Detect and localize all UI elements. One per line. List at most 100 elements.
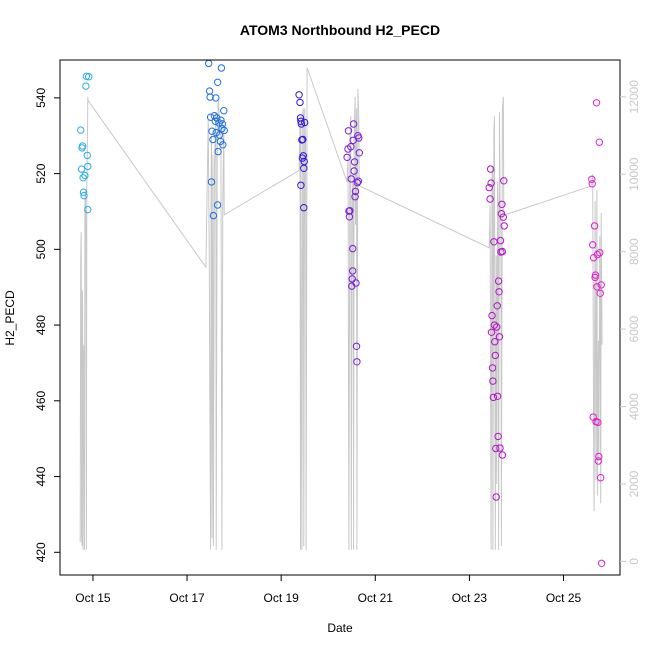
y2-tick-label: 0 (627, 558, 641, 565)
data-point (485, 183, 493, 192)
data-point (498, 451, 507, 459)
data-point (79, 174, 87, 182)
series-4 (343, 120, 363, 366)
data-point (79, 188, 88, 196)
x-tick-label: Oct 25 (546, 591, 582, 605)
data-point (297, 117, 305, 126)
data-point (488, 364, 497, 372)
data-point (297, 181, 305, 190)
series-6 (588, 99, 606, 567)
data-point (500, 177, 508, 185)
data-point (499, 213, 507, 221)
data-point (350, 158, 359, 166)
x-tick-label: Oct 21 (358, 591, 394, 605)
data-point (352, 342, 361, 350)
series-5 (485, 165, 508, 501)
data-point (301, 118, 309, 127)
data-point (489, 393, 498, 402)
data-point (597, 559, 606, 567)
data-point (295, 91, 303, 99)
data-point (347, 143, 355, 151)
data-point (296, 98, 304, 107)
data-point (588, 180, 596, 188)
data-point (496, 236, 505, 245)
data-point (352, 279, 360, 287)
data-point (85, 73, 93, 81)
y2-tick-label: 8000 (627, 238, 641, 265)
data-point (351, 187, 360, 196)
y-axis: 420 440 460 480 500 520 540 (34, 88, 60, 562)
data-point (213, 78, 222, 87)
y-tick-label: 420 (34, 542, 48, 562)
data-point (491, 338, 499, 346)
data-point (353, 179, 362, 187)
data-point (595, 138, 603, 146)
data-point (218, 124, 226, 133)
data-point (349, 120, 358, 128)
data-point (299, 152, 307, 160)
data-point (595, 452, 603, 461)
data-points-layer (77, 59, 606, 567)
data-point (300, 204, 308, 212)
data-point (488, 311, 496, 320)
data-point (498, 200, 506, 209)
x-tick-label: Oct 19 (263, 591, 299, 605)
data-point (498, 247, 507, 256)
data-point (209, 211, 218, 220)
data-point (219, 141, 227, 149)
data-point (353, 358, 361, 366)
data-point (487, 179, 495, 187)
y2-axis: 0 2000 4000 6000 8000 10000 12000 (620, 80, 641, 565)
data-point (207, 178, 216, 186)
data-point (495, 333, 504, 341)
data-point (343, 153, 351, 162)
data-point (496, 444, 504, 452)
data-point (489, 377, 497, 385)
data-point (77, 165, 86, 173)
data-point (597, 474, 605, 482)
data-point (594, 418, 602, 427)
data-point (213, 201, 222, 209)
series-2 (205, 59, 228, 220)
data-point (596, 249, 604, 257)
data-point (346, 207, 354, 215)
series-1 (77, 72, 93, 214)
data-point (77, 126, 85, 134)
data-point (220, 107, 228, 115)
x-tick-label: Oct 15 (75, 591, 111, 605)
data-point (490, 321, 499, 329)
y-tick-label: 460 (34, 390, 48, 410)
data-point (494, 432, 502, 441)
data-point (597, 281, 605, 289)
data-point (493, 302, 501, 310)
plot-frame (59, 59, 621, 576)
data-point (491, 351, 499, 360)
data-point (211, 117, 220, 126)
data-point (209, 135, 217, 144)
data-point (212, 94, 220, 102)
y2-tick-label: 12000 (627, 80, 641, 114)
data-point (355, 134, 363, 142)
data-point (206, 93, 214, 101)
data-point (594, 457, 603, 465)
data-point (593, 283, 601, 291)
data-point (492, 493, 500, 501)
x-axis-label: Date (327, 621, 353, 635)
data-point (592, 99, 601, 107)
y-axis-label: H2_PECD (3, 290, 17, 346)
data-point (349, 267, 357, 275)
data-point (347, 175, 355, 183)
y2-tick-label: 2000 (627, 470, 641, 497)
data-point (591, 271, 600, 279)
data-point (590, 222, 599, 230)
data-point (217, 116, 225, 124)
data-point (486, 195, 494, 203)
y-tick-label: 520 (34, 163, 48, 183)
y2-tick-label: 6000 (627, 315, 641, 342)
data-point (299, 135, 307, 144)
data-point (344, 127, 353, 135)
chart-title: ATOM3 Northbound H2_PECD (240, 22, 440, 38)
data-point (495, 288, 503, 296)
altitude-line (79, 67, 603, 550)
data-point (81, 171, 89, 180)
